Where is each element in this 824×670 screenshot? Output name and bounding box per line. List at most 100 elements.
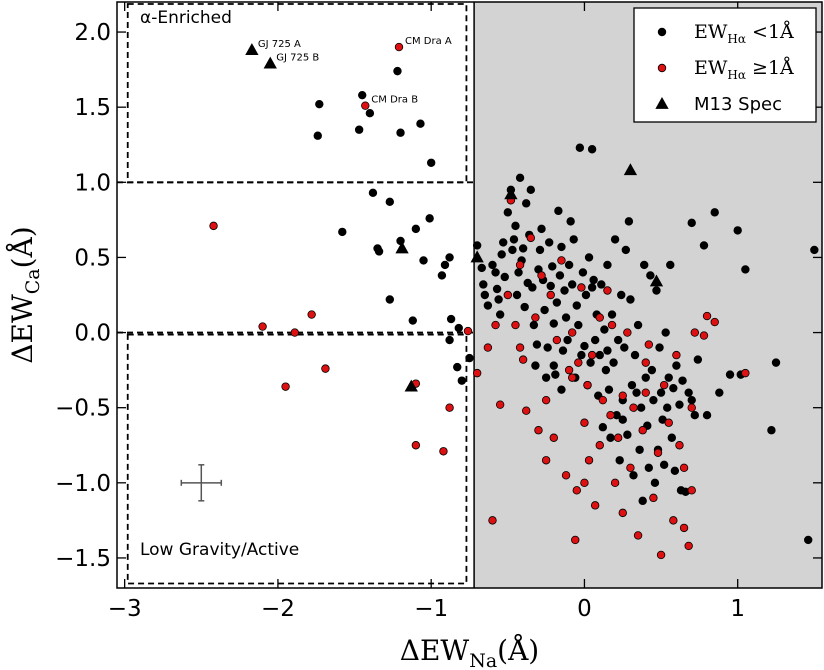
- data-point-black: [771, 358, 781, 367]
- y-tick-label: −1.0: [55, 471, 111, 497]
- data-point-black: [659, 460, 669, 469]
- data-point-black: [492, 284, 502, 294]
- data-point-black: [457, 376, 467, 385]
- data-point-black: [313, 131, 322, 140]
- star-label: GJ 725 B: [276, 53, 319, 64]
- data-point-black: [597, 280, 606, 289]
- data-point-black: [543, 343, 552, 352]
- data-point-red: [503, 290, 513, 300]
- legend-label: EWHα ≥1Å: [694, 57, 794, 82]
- legend-marker-circle: [657, 63, 667, 73]
- y-tick-label: 0.5: [74, 245, 111, 271]
- data-point-black: [640, 260, 649, 270]
- data-point-black: [630, 350, 640, 360]
- data-point-black: [572, 301, 581, 310]
- data-point-black: [315, 99, 324, 109]
- data-point-black: [426, 158, 436, 167]
- data-point-black: [557, 385, 566, 394]
- data-point-red: [290, 328, 299, 337]
- x-tick-label: −3: [108, 596, 142, 622]
- data-point-red: [669, 516, 678, 525]
- data-point-black: [586, 358, 595, 367]
- data-point-black: [603, 346, 612, 355]
- data-point-red: [483, 343, 493, 352]
- legend-label: M13 Spec: [694, 94, 782, 115]
- data-point-black: [385, 295, 395, 304]
- data-point-black: [733, 226, 742, 235]
- data-point-red: [495, 400, 505, 409]
- dashed-box-0: [126, 3, 468, 184]
- data-point-black: [531, 361, 540, 370]
- data-point-red: [534, 426, 543, 435]
- data-point-red: [518, 355, 528, 364]
- y-axis-title-group: ΔEWCa(Å): [6, 226, 44, 363]
- data-point-red: [702, 311, 712, 321]
- data-point-red: [557, 256, 566, 265]
- data-point-black: [670, 466, 680, 475]
- data-point-black: [702, 411, 712, 420]
- data-point-black: [624, 217, 634, 226]
- y-tick-label: 0.0: [74, 321, 111, 347]
- data-point-black: [767, 426, 776, 435]
- data-point-black: [663, 403, 672, 412]
- data-point-red: [603, 286, 612, 295]
- data-point-black: [604, 385, 614, 394]
- data-point-black: [416, 119, 425, 128]
- data-point-black: [454, 323, 463, 333]
- data-point-black: [518, 244, 528, 253]
- data-point-black: [690, 411, 699, 420]
- data-point-black: [472, 241, 482, 250]
- data-point-black: [338, 227, 347, 237]
- data-point-black: [627, 380, 637, 390]
- data-point-triangle: [404, 379, 418, 392]
- data-point-red: [567, 373, 577, 382]
- data-point-black: [664, 373, 673, 382]
- data-point-black: [445, 253, 454, 262]
- data-point-black: [661, 328, 670, 337]
- data-point-black: [567, 280, 577, 289]
- data-point-red: [526, 233, 536, 243]
- data-point-black: [575, 143, 585, 152]
- data-point-black: [587, 283, 597, 292]
- data-point-black: [563, 335, 572, 345]
- y-tick-label: −0.5: [55, 396, 111, 422]
- data-point-black: [541, 373, 551, 382]
- data-point-black: [445, 335, 454, 345]
- data-point-black: [693, 355, 703, 364]
- y-tick-label: 1.5: [74, 95, 111, 121]
- data-point-black: [638, 496, 647, 506]
- data-point-red: [629, 403, 638, 412]
- y-axis-title: ΔEWCa(Å): [6, 226, 44, 363]
- data-point-black: [589, 275, 598, 285]
- data-point-black: [629, 471, 638, 480]
- data-point-black: [687, 218, 696, 228]
- data-point-red: [258, 322, 267, 331]
- data-point-black: [609, 358, 618, 367]
- data-point-red: [552, 335, 562, 345]
- data-point-red: [577, 283, 586, 292]
- data-point-black: [446, 314, 456, 324]
- data-point-black: [600, 325, 609, 334]
- data-point-black: [408, 316, 417, 325]
- data-point-black: [508, 245, 517, 255]
- data-point-black: [453, 362, 462, 372]
- data-point-black: [603, 260, 612, 270]
- data-point-black: [804, 535, 813, 545]
- data-point-red: [488, 516, 497, 525]
- data-point-red: [710, 317, 719, 327]
- data-point-red: [394, 42, 404, 52]
- data-point-red: [618, 508, 627, 518]
- data-point-black: [540, 305, 549, 315]
- data-point-red: [445, 403, 454, 412]
- data-point-red: [638, 426, 647, 435]
- data-point-black: [522, 199, 531, 208]
- data-point-red: [321, 364, 330, 373]
- data-point-black: [636, 403, 646, 412]
- data-point-black: [503, 208, 513, 217]
- frame-layer: [116, 1, 823, 589]
- data-point-black: [598, 423, 608, 432]
- data-point-red: [656, 550, 666, 560]
- data-point-black: [610, 235, 620, 244]
- data-point-red: [679, 523, 689, 533]
- data-point-red: [626, 463, 635, 472]
